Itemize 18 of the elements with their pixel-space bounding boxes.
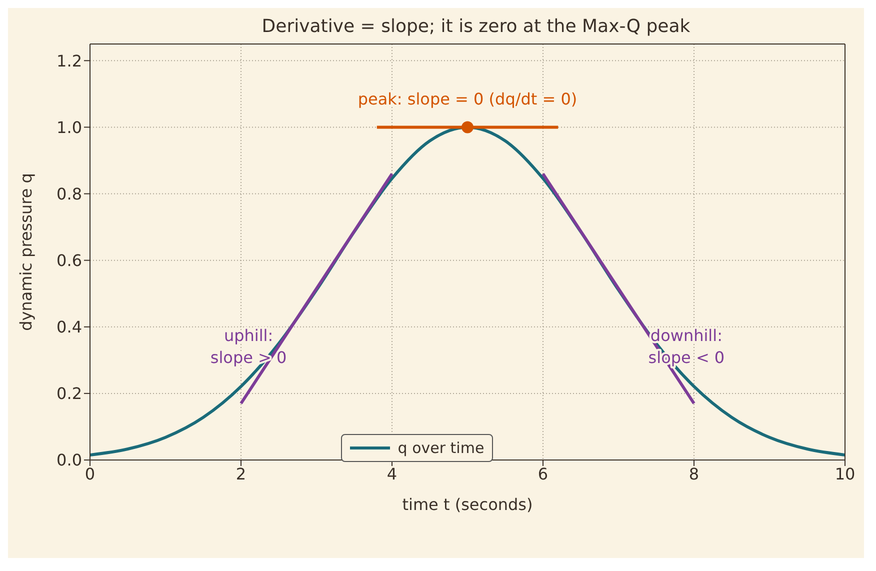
x-tick-label: 2 [236, 464, 246, 484]
x-tick-label: 6 [538, 464, 548, 484]
annotation: peak: slope = 0 (dq/dt = 0) [358, 90, 578, 109]
x-tick-label: 4 [386, 464, 398, 484]
y-tick-label: 1.0 [56, 118, 82, 137]
legend-label: q over time [396, 439, 484, 457]
y-axis-title: dynamic pressure q [16, 173, 36, 331]
chart-title: Derivative = slope; it is zero at the Max-Q peak [260, 16, 692, 37]
x-axis-title: time t (seconds) [402, 495, 533, 514]
y-tick-label: 0.4 [56, 318, 82, 337]
x-tick-label: 8 [688, 464, 700, 484]
x-tick-label: 10 [834, 464, 856, 484]
y-tick-label: 1.2 [56, 51, 82, 70]
y-tick-label: 0.6 [56, 251, 82, 270]
y-tick-label: 0.8 [56, 184, 82, 204]
y-tick-label: 0.2 [56, 384, 82, 404]
y-tick-label: 0.0 [56, 450, 82, 470]
x-tick-label: 0 [84, 464, 96, 484]
